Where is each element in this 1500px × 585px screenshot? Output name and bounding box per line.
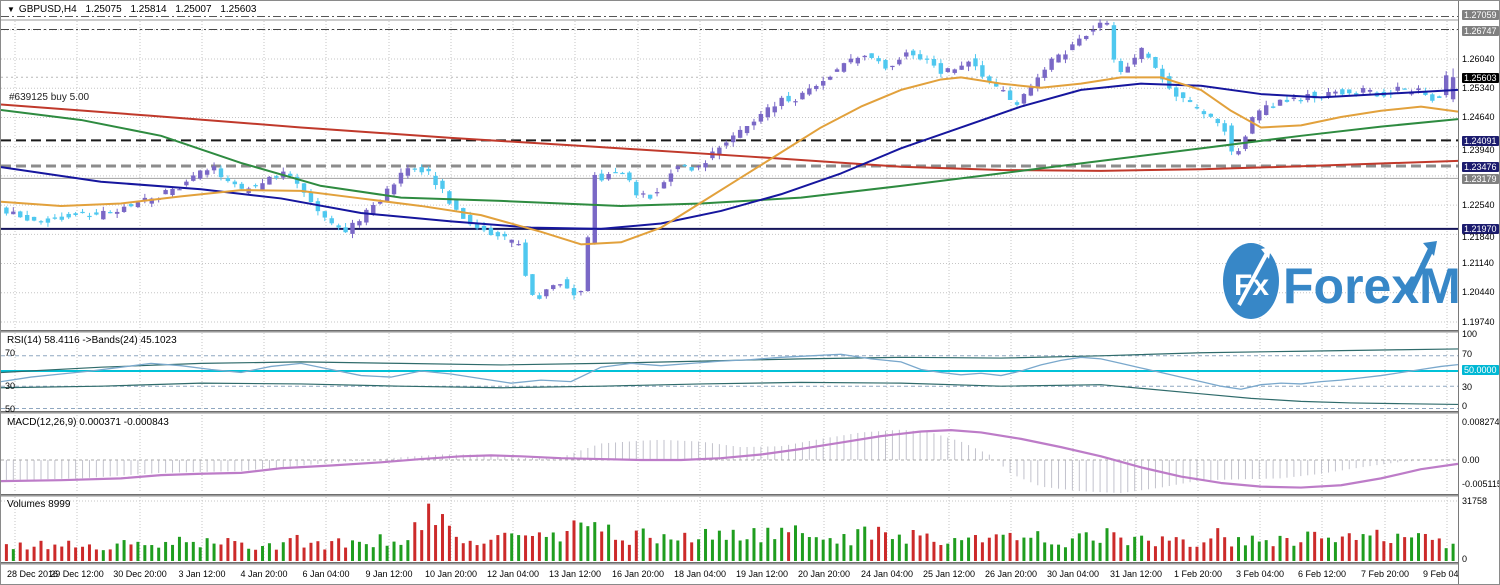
axis-price-badge: 1.23476 xyxy=(1462,162,1499,172)
axis-price-badge: 1.25603 xyxy=(1462,73,1499,83)
trade-order-label: #639125 buy 5.00 xyxy=(9,92,90,103)
logo-m-arrow-icon xyxy=(1406,247,1434,297)
panel-separator-timeaxis[interactable] xyxy=(1,562,1458,565)
panel-separator-macd[interactable] xyxy=(1,411,1458,414)
logo-arrowhead-icon xyxy=(1261,247,1271,259)
price-axis[interactable]: 1.27059 1.26747 1.26040 1.25603 1.25340 1.246… xyxy=(1458,1,1500,584)
time-axis-label: 19 Jan 12:00 xyxy=(735,569,789,579)
axis-price-label: 1.24640 xyxy=(1462,112,1495,122)
axis-price-label: -0.005115 xyxy=(1462,479,1500,489)
time-axis-label: 31 Jan 12:00 xyxy=(1109,569,1163,579)
rsi-label: RSI(14) 58.4116 ->Bands(24) 45.1023 xyxy=(7,335,177,346)
axis-price-label: 0.008274 xyxy=(1462,417,1500,427)
close-value: 1.25603 xyxy=(220,4,257,15)
axis-price-label: 0 xyxy=(1462,554,1468,564)
axis-price-badge: 1.24091 xyxy=(1462,136,1499,146)
axis-price-label: 1.26040 xyxy=(1462,54,1495,64)
axis-price-badge: 1.26747 xyxy=(1462,26,1499,36)
axis-price-label: 1.21840 xyxy=(1462,232,1495,242)
time-axis-label: 9 Jan 12:00 xyxy=(365,569,413,579)
axis-price-label: 1.19740 xyxy=(1462,317,1495,327)
macd-label: MACD(12,26,9) 0.000371 -0.000843 xyxy=(7,417,169,428)
time-axis-label: 13 Jan 12:00 xyxy=(548,569,602,579)
time-axis-label: 6 Feb 12:00 xyxy=(1297,569,1347,579)
axis-price-label: 70 xyxy=(1462,349,1473,359)
symbol-period-label: GBPUSD,H4 xyxy=(18,4,77,15)
axis-price-label: 30 xyxy=(1462,382,1473,392)
chart-plot-area[interactable] xyxy=(1,1,1458,585)
axis-price-label: 0 xyxy=(1462,401,1468,411)
axis-price-label: 31758 xyxy=(1462,496,1488,506)
axis-price-badge: 1.21970 xyxy=(1462,224,1499,234)
panel-separator-volumes[interactable] xyxy=(1,494,1458,497)
volumes-label: Volumes 8999 xyxy=(7,499,71,510)
time-axis-label: 6 Jan 04:00 xyxy=(302,569,350,579)
time-axis-label: 25 Jan 12:00 xyxy=(922,569,976,579)
axis-price-label: 0.00 xyxy=(1462,455,1480,465)
time-axis-label: 20 Jan 20:00 xyxy=(797,569,851,579)
low-value: 1.25007 xyxy=(175,4,212,15)
time-axis-label: 1 Feb 20:00 xyxy=(1173,569,1223,579)
panel-separator-rsi[interactable] xyxy=(1,330,1458,333)
time-axis-label: 30 Jan 04:00 xyxy=(1046,569,1100,579)
time-axis-label: 4 Jan 20:00 xyxy=(240,569,288,579)
time-axis-label: 28 Dec 2016 xyxy=(7,569,59,579)
rsi-level-label: 70 xyxy=(5,348,16,358)
time-axis-label: 7 Feb 20:00 xyxy=(1360,569,1410,579)
forexmart-watermark: Fx ForexMart xyxy=(1203,237,1499,332)
time-axis-label: 3 Jan 12:00 xyxy=(178,569,226,579)
symbol-dropdown-icon[interactable]: ▼ xyxy=(7,5,15,14)
axis-price-label: 1.23940 xyxy=(1462,145,1495,155)
axis-price-label: 100 xyxy=(1462,329,1478,339)
axis-price-label: 1.20440 xyxy=(1462,287,1495,297)
logo-brand-text: ForexMart xyxy=(1283,258,1463,314)
axis-price-label: 1.21140 xyxy=(1462,258,1494,268)
axis-price-badge: 50.0000 xyxy=(1462,365,1499,375)
logo-arrow-icon xyxy=(1237,252,1269,306)
rsi-level-label: 30 xyxy=(5,381,16,391)
time-axis-label: 29 Dec 12:00 xyxy=(50,569,104,579)
time-axis-label: 26 Jan 20:00 xyxy=(984,569,1038,579)
logo-m-arrowhead-icon xyxy=(1423,241,1437,256)
time-axis-label: 9 Feb 04:00 xyxy=(1422,569,1472,579)
time-axis-label: 10 Jan 20:00 xyxy=(424,569,478,579)
rsi-level-label: 50 xyxy=(5,404,16,414)
axis-price-label: 1.25340 xyxy=(1462,83,1495,93)
high-value: 1.25814 xyxy=(130,4,167,15)
time-axis-label: 16 Jan 20:00 xyxy=(611,569,665,579)
time-axis-label: 24 Jan 04:00 xyxy=(860,569,914,579)
axis-price-badge: 1.27059 xyxy=(1462,10,1499,20)
time-axis-label: 30 Dec 20:00 xyxy=(113,569,167,579)
forexmart-logo: Fx ForexMart xyxy=(1223,241,1499,319)
symbol-header: ▼ GBPUSD,H4 1.25075 1.25814 1.25007 1.256… xyxy=(7,4,262,15)
time-axis-label: 3 Feb 04:00 xyxy=(1235,569,1285,579)
axis-price-label: 1.22540 xyxy=(1462,200,1495,210)
time-axis-label: 18 Jan 04:00 xyxy=(673,569,727,579)
axis-price-badge: 1.23179 xyxy=(1462,174,1499,184)
open-value: 1.25075 xyxy=(85,4,122,15)
time-axis[interactable]: 28 Dec 2016 29 Dec 12:00 30 Dec 20:00 3 Jan… xyxy=(1,565,1471,584)
time-axis-label: 12 Jan 04:00 xyxy=(486,569,540,579)
